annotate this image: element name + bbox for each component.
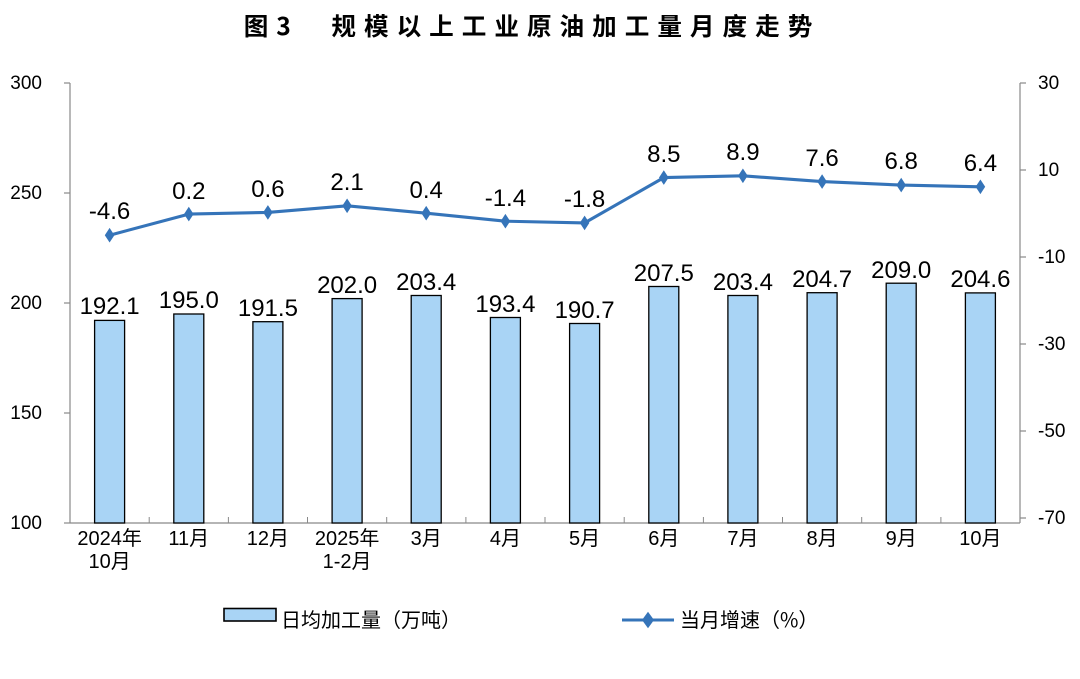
svg-text:0.4: 0.4 [410,177,443,204]
svg-text:3月: 3月 [411,528,442,550]
svg-text:1-2月: 1-2月 [323,551,372,573]
svg-text:图3 规模以上工业原油加工量月度走势: 图3 规模以上工业原油加工量月度走势 [244,7,821,43]
svg-text:192.1: 192.1 [80,293,140,320]
svg-text:10月: 10月 [959,528,1001,550]
svg-text:-1.4: -1.4 [485,185,526,212]
svg-text:202.0: 202.0 [317,272,377,299]
svg-text:193.4: 193.4 [475,291,535,318]
svg-text:204.7: 204.7 [792,266,852,293]
svg-text:300: 300 [10,73,42,94]
svg-text:10月: 10月 [88,551,130,573]
svg-text:2025年: 2025年 [315,527,380,550]
svg-text:11月: 11月 [168,528,209,550]
svg-text:203.4: 203.4 [713,269,773,296]
svg-text:6.8: 6.8 [885,148,918,175]
svg-text:0.2: 0.2 [172,178,205,205]
svg-text:12月: 12月 [247,528,289,550]
svg-text:日均加工量（万吨）: 日均加工量（万吨） [281,604,461,633]
svg-text:204.6: 204.6 [950,266,1010,293]
svg-text:9月: 9月 [886,528,917,550]
svg-text:10: 10 [1038,160,1059,181]
svg-text:100: 100 [10,513,42,534]
svg-text:30: 30 [1038,73,1059,94]
svg-text:203.4: 203.4 [396,269,456,296]
svg-text:209.0: 209.0 [871,257,931,284]
svg-text:6月: 6月 [648,528,679,550]
svg-text:2.1: 2.1 [330,169,363,196]
svg-text:-1.8: -1.8 [564,186,605,213]
svg-text:250: 250 [10,183,42,204]
svg-text:当月增速（%）: 当月增速（%） [680,604,818,633]
svg-text:8月: 8月 [807,528,838,550]
svg-text:-4.6: -4.6 [89,198,130,225]
svg-text:4月: 4月 [490,528,521,550]
svg-text:8.5: 8.5 [647,141,680,168]
svg-text:8.9: 8.9 [726,139,759,166]
svg-text:207.5: 207.5 [634,260,694,287]
svg-text:190.7: 190.7 [555,297,615,324]
svg-text:6.4: 6.4 [964,150,997,177]
svg-text:200: 200 [10,293,42,314]
svg-text:2024年: 2024年 [77,527,142,550]
svg-text:150: 150 [10,403,42,424]
svg-text:-50: -50 [1038,421,1065,442]
svg-text:191.5: 191.5 [238,295,298,322]
svg-text:7.6: 7.6 [805,145,838,172]
svg-text:195.0: 195.0 [159,287,219,314]
svg-text:-30: -30 [1038,334,1065,355]
svg-text:7月: 7月 [727,528,758,550]
svg-text:-70: -70 [1038,508,1065,529]
svg-text:5月: 5月 [569,528,600,550]
svg-text:0.6: 0.6 [251,176,284,203]
svg-text:-10: -10 [1038,247,1065,268]
